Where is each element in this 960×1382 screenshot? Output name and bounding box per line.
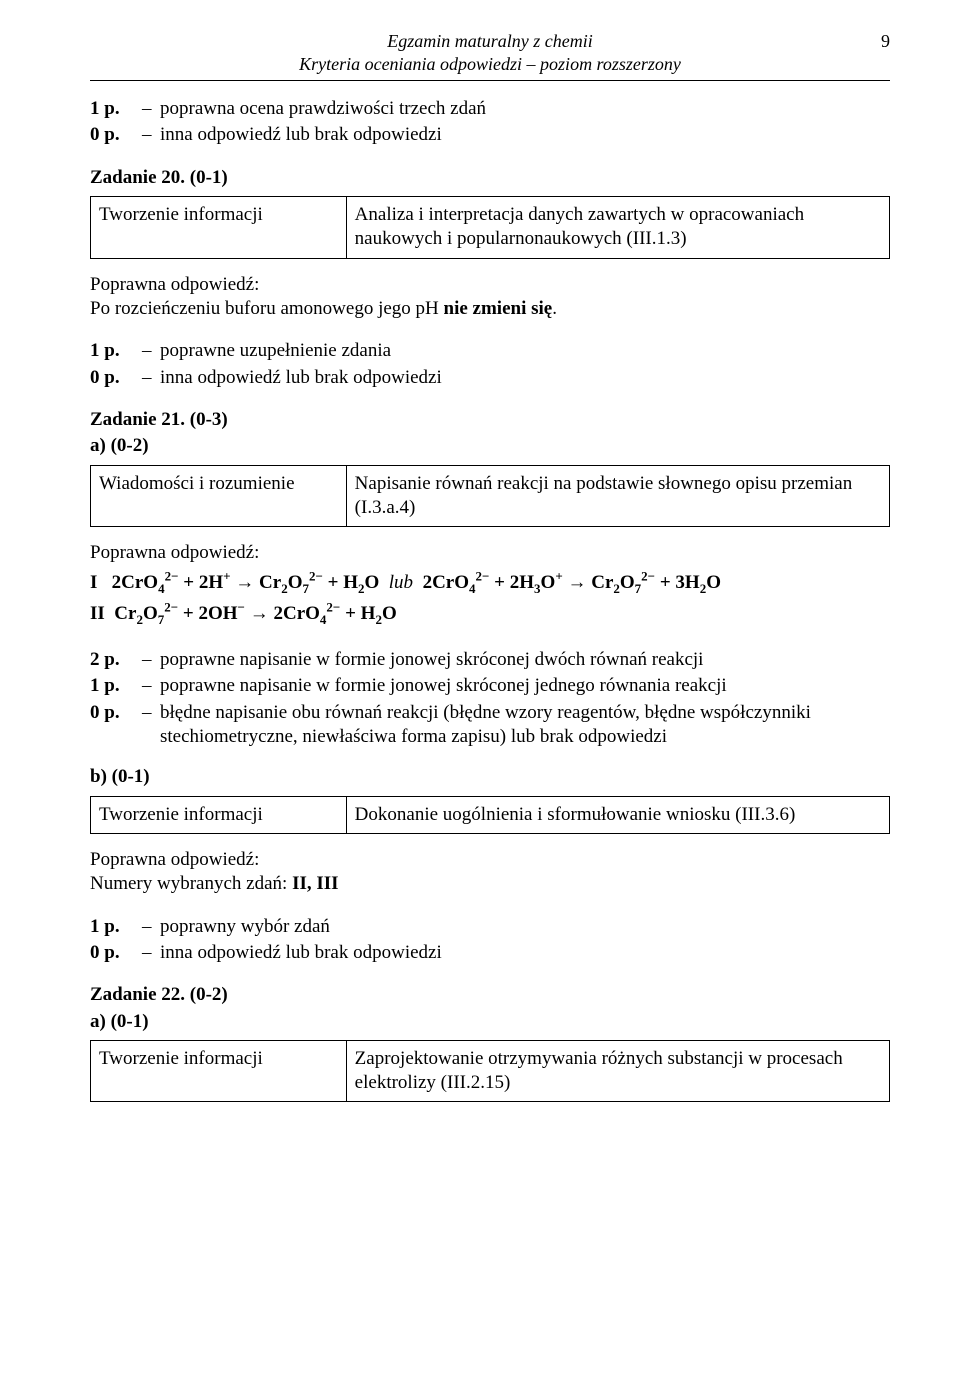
answer-label: Poprawna odpowiedź: [90, 541, 890, 565]
task-21a-box-right: Napisanie równań reakcji na podstawie sł… [346, 465, 889, 527]
spacer [90, 897, 890, 913]
task-21-box-a: Wiadomości i rozumienie Napisanie równań… [90, 465, 890, 528]
points-desc: poprawna ocena prawdziwości trzech zdań [160, 97, 890, 121]
spacer [90, 632, 890, 646]
task-20-box: Tworzenie informacji Analiza i interpret… [90, 196, 890, 259]
points-desc: błędne napisanie obu równań reakcji (błę… [160, 701, 890, 750]
score-line: 1 p. – poprawna ocena prawdziwości trzec… [90, 97, 890, 121]
points-desc: inna odpowiedź lub brak odpowiedzi [160, 366, 890, 390]
points-desc: poprawne napisanie w formie jonowej skró… [160, 648, 890, 672]
points-label: 1 p. [90, 339, 142, 363]
task-22-box-left: Tworzenie informacji [91, 1040, 347, 1102]
page-number: 9 [881, 30, 890, 53]
dash: – [142, 97, 160, 121]
points-desc: poprawne napisanie w formie jonowej skró… [160, 674, 890, 698]
points-label: 1 p. [90, 915, 142, 939]
dash: – [142, 915, 160, 939]
score-line: 0 p. – inna odpowiedź lub brak odpowiedz… [90, 941, 890, 965]
equation-2: II Cr2O72− + 2OH− → 2CrO42− + H2O [90, 602, 890, 626]
points-label: 0 p. [90, 941, 142, 965]
answer-text-end: . [552, 298, 557, 319]
task-21-box-b: Tworzenie informacji Dokonanie uogólnien… [90, 796, 890, 834]
points-label: 1 p. [90, 674, 142, 698]
dash: – [142, 339, 160, 363]
points-label: 2 p. [90, 648, 142, 672]
task-21a-box-left: Wiadomości i rozumienie [91, 465, 347, 527]
answer-bold: II, III [292, 873, 338, 894]
score-line: 1 p. – poprawne napisanie w formie jonow… [90, 674, 890, 698]
task-22-sub-a: a) (0-1) [90, 1010, 890, 1034]
equation-1: I 2CrO42− + 2H+ → Cr2O72− + H2O lub 2CrO… [90, 571, 890, 595]
header-line-2: Kryteria oceniania odpowiedzi – poziom r… [90, 53, 890, 76]
spacer [90, 321, 890, 337]
dash: – [142, 123, 160, 147]
dash: – [142, 674, 160, 698]
answer-label: Poprawna odpowiedź: [90, 273, 890, 297]
dash: – [142, 648, 160, 672]
task-21-sub-b: b) (0-1) [90, 765, 890, 789]
answer-bold: nie zmieni się [444, 298, 553, 319]
task-20-answer: Po rozcieńczeniu buforu amonowego jego p… [90, 297, 890, 321]
answer-text: Numery wybranych zdań: [90, 873, 292, 894]
task-21b-answer: Numery wybranych zdań: II, III [90, 872, 890, 896]
points-label: 1 p. [90, 97, 142, 121]
task-22-box-right: Zaprojektowanie otrzymywania różnych sub… [346, 1040, 889, 1102]
task-22-box: Tworzenie informacji Zaprojektowanie otr… [90, 1040, 890, 1103]
dash: – [142, 701, 160, 750]
page-header: Egzamin maturalny z chemii Kryteria ocen… [90, 30, 890, 76]
task-22-title: Zadanie 22. (0-2) [90, 983, 890, 1007]
score-line: 0 p. – błędne napisanie obu równań reakc… [90, 701, 890, 750]
answer-label: Poprawna odpowiedź: [90, 848, 890, 872]
points-label: 0 p. [90, 366, 142, 390]
header-rule [90, 80, 890, 81]
task-21b-box-right: Dokonanie uogólnienia i sformułowanie wn… [346, 796, 889, 833]
task-21-title: Zadanie 21. (0-3) [90, 408, 890, 432]
answer-text: Po rozcieńczeniu buforu amonowego jego p… [90, 298, 444, 319]
points-label: 0 p. [90, 701, 142, 750]
dash: – [142, 366, 160, 390]
task-20-title: Zadanie 20. (0-1) [90, 166, 890, 190]
score-line: 1 p. – poprawne uzupełnienie zdania [90, 339, 890, 363]
header-line-1: Egzamin maturalny z chemii [90, 30, 890, 53]
task-21b-box-left: Tworzenie informacji [91, 796, 347, 833]
score-line: 1 p. – poprawny wybór zdań [90, 915, 890, 939]
score-line: 0 p. – inna odpowiedź lub brak odpowiedz… [90, 123, 890, 147]
dash: – [142, 941, 160, 965]
document-page: Egzamin maturalny z chemii Kryteria ocen… [0, 0, 960, 1156]
points-desc: inna odpowiedź lub brak odpowiedzi [160, 123, 890, 147]
points-label: 0 p. [90, 123, 142, 147]
task-21-sub-a: a) (0-2) [90, 434, 890, 458]
points-desc: poprawny wybór zdań [160, 915, 890, 939]
score-line: 2 p. – poprawne napisanie w formie jonow… [90, 648, 890, 672]
task-20-box-right: Analiza i interpretacja danych zawartych… [346, 197, 889, 259]
points-desc: inna odpowiedź lub brak odpowiedzi [160, 941, 890, 965]
points-desc: poprawne uzupełnienie zdania [160, 339, 890, 363]
task-20-box-left: Tworzenie informacji [91, 197, 347, 259]
score-line: 0 p. – inna odpowiedź lub brak odpowiedz… [90, 366, 890, 390]
lub-text: lub [389, 572, 413, 593]
